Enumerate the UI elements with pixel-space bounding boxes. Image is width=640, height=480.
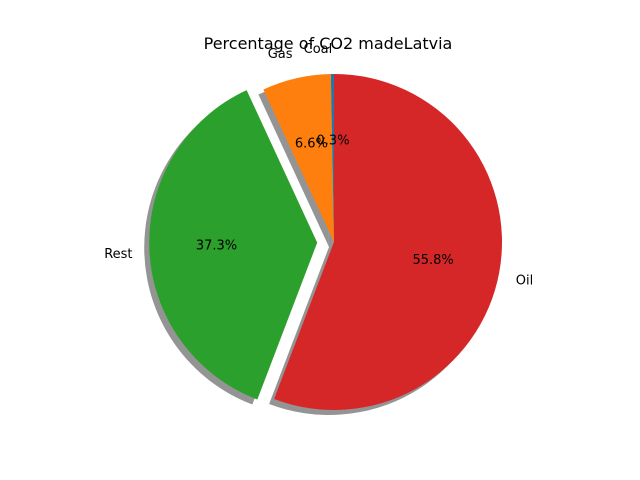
wedges — [149, 74, 502, 410]
percent-label-gas: 6.6% — [295, 136, 328, 151]
wedge-label-coal: Coal — [304, 42, 333, 57]
wedge-label-rest: Rest — [104, 247, 132, 262]
percent-label-oil: 55.8% — [412, 253, 453, 268]
wedge-labels: Coal 0.3% Gas 6.6% Rest 37.3% Oil 55.8% — [104, 42, 533, 288]
percent-label-coal: 0.3% — [317, 134, 350, 149]
wedge-rest — [149, 90, 318, 400]
chart-title: Percentage of CO2 madeLatvia — [204, 34, 453, 53]
wedge-coal — [330, 74, 334, 242]
wedge-label-oil: Oil — [516, 273, 533, 288]
wedge-gas — [263, 74, 334, 242]
wedge-oil — [274, 74, 502, 410]
wedge-label-gas: Gas — [268, 47, 293, 62]
percent-label-rest: 37.3% — [196, 239, 237, 254]
